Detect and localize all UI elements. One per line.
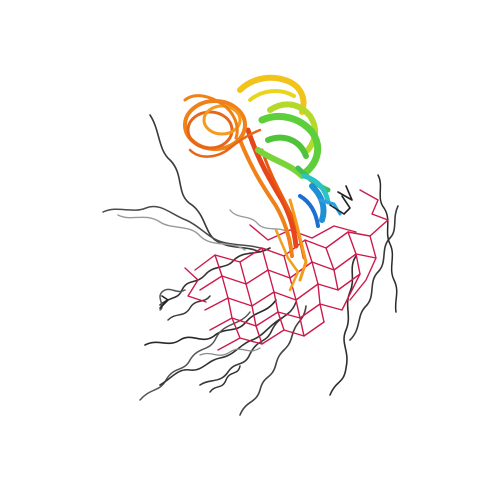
- tail-coil: [102, 205, 269, 251]
- tail-coil: [159, 317, 283, 386]
- network-strand: [349, 235, 377, 301]
- coil-ribbon: [183, 94, 239, 140]
- tail-coil: [167, 295, 211, 321]
- terminal-end: [337, 185, 353, 201]
- tail-coil: [349, 205, 399, 341]
- folded-domain: [183, 74, 342, 292]
- tail-coil: [209, 365, 241, 393]
- terminal-ends: [159, 185, 353, 309]
- helix-ribbon: [238, 138, 294, 258]
- network-strand: [359, 189, 389, 221]
- tail-coil: [199, 301, 297, 386]
- tail-coil: [144, 299, 277, 346]
- strand-ribbon: [265, 134, 309, 159]
- network-strand: [184, 267, 207, 303]
- strand-ribbon: [237, 74, 307, 115]
- strand-ribbon: [309, 183, 327, 223]
- strand-ribbon: [301, 173, 331, 205]
- network-strand: [283, 255, 305, 337]
- strand-ribbon: [255, 147, 305, 179]
- tail-coil: [159, 247, 271, 306]
- network-strand: [325, 247, 339, 291]
- tail-coil: [377, 174, 398, 313]
- coil-ribbon: [188, 128, 262, 158]
- tail-coil: [139, 311, 251, 401]
- strand-ribbon: [248, 89, 296, 102]
- terminal-end: [329, 195, 351, 215]
- network-strand: [304, 239, 325, 323]
- tail-coil: [149, 114, 261, 253]
- network-strand: [217, 321, 325, 351]
- tail-coil: [199, 347, 261, 356]
- network-strand: [341, 231, 361, 311]
- network-strand: [261, 247, 285, 331]
- helix-ribbon: [274, 228, 300, 292]
- strand-ribbon: [258, 113, 322, 176]
- tail-coil: [117, 214, 246, 251]
- disordered-tail-group: [102, 114, 399, 416]
- helix-ribbon: [288, 198, 308, 282]
- terminal-end: [159, 295, 169, 309]
- network-strand: [204, 273, 361, 311]
- tail-coil: [329, 255, 357, 396]
- strand-ribbon: [298, 194, 320, 228]
- network-strand: [239, 261, 263, 345]
- tail-coil: [239, 305, 307, 416]
- helix-ribbon: [245, 127, 299, 249]
- tail-coil: [229, 209, 289, 233]
- network-strand: [214, 254, 241, 339]
- network-strand: [249, 224, 357, 241]
- orange-coil-cluster: [202, 104, 242, 136]
